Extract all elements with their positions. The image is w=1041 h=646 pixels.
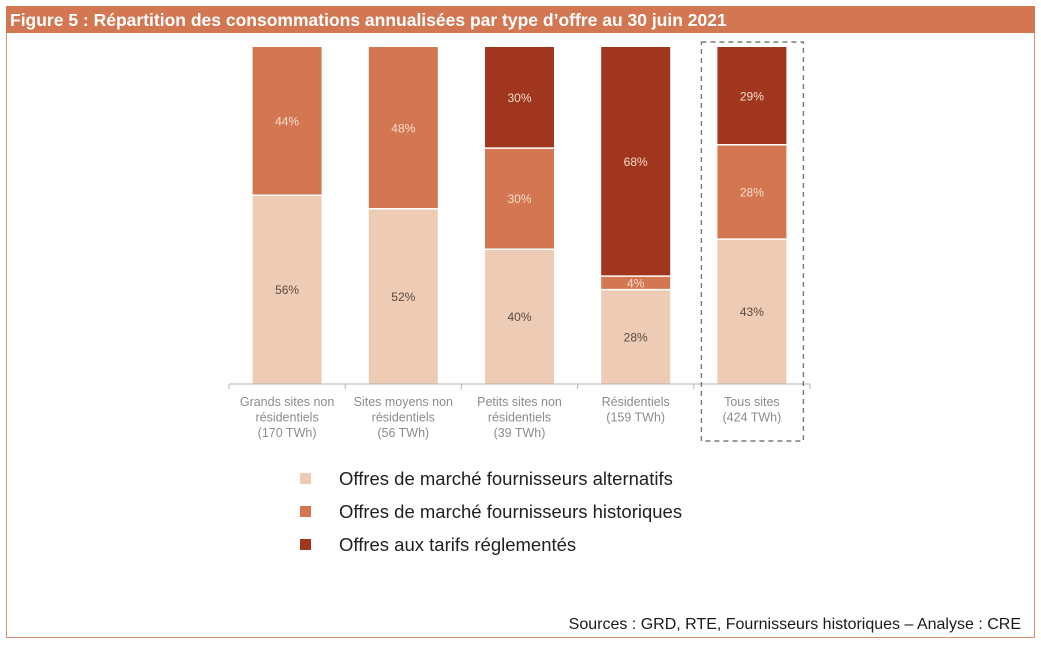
data-label: 30%: [507, 192, 531, 206]
source-note: Sources : GRD, RTE, Fournisseurs histori…: [568, 616, 1021, 633]
x-tick-label: résidentiels: [488, 411, 551, 425]
x-tick-label: Petits sites non: [477, 395, 562, 409]
bar-segment-reglementes: [717, 47, 787, 145]
bar-segment-historiques: [368, 47, 438, 209]
bar-segment-historiques: [601, 276, 671, 290]
bar-segment-reglementes: [485, 47, 554, 149]
legend-label: Offres de marché fournisseurs historique…: [339, 500, 683, 522]
figure-frame: [6, 6, 1035, 638]
data-label: 29%: [740, 89, 764, 103]
data-label: 43%: [740, 305, 764, 319]
x-tick-label: (170 TWh): [258, 426, 317, 440]
x-tick-label: (56 TWh): [377, 426, 429, 440]
data-label: 4%: [627, 276, 645, 290]
legend-swatch-reglementes: [300, 539, 311, 550]
x-tick-label: Grands sites non: [240, 395, 335, 409]
bar-segment-alternatifs: [717, 239, 787, 384]
data-label: 52%: [391, 290, 415, 304]
x-tick-label: (424 TWh): [722, 411, 781, 425]
bar-segment-alternatifs: [601, 289, 671, 384]
bar-segment-historiques: [717, 144, 787, 240]
highlight-dashed-box: [700, 41, 805, 442]
legend-swatch-historiques: [300, 506, 311, 517]
bar-segment-alternatifs: [252, 195, 322, 384]
bar-segment-alternatifs: [368, 208, 438, 384]
figure-title: Figure 5 : Répartition des consommations…: [6, 6, 1035, 33]
legend-swatch-alternatifs: [300, 473, 311, 484]
x-tick-label: résidentiels: [372, 411, 435, 425]
bar-segment-historiques: [252, 47, 322, 196]
data-label: 56%: [275, 283, 299, 297]
data-label: 40%: [507, 310, 531, 324]
bar-segment-historiques: [485, 148, 554, 250]
legend-label: Offres de marché fournisseurs alternatif…: [339, 467, 673, 489]
legend-item-historiques: Offres de marché fournisseurs historique…: [300, 495, 682, 528]
bar-segment-alternatifs: [485, 249, 554, 384]
x-tick-label: Tous sites: [724, 395, 780, 409]
x-tick-label: Sites moyens non: [354, 395, 453, 409]
x-tick-label: (159 TWh): [606, 411, 665, 425]
legend-item-alternatifs: Offres de marché fournisseurs alternatif…: [300, 462, 682, 495]
x-tick-label: Résidentiels: [602, 395, 670, 409]
legend: Offres de marché fournisseurs alternatif…: [300, 462, 682, 561]
bar-segment-reglementes: [601, 47, 671, 277]
data-label: 30%: [507, 91, 531, 105]
x-tick-label: (39 TWh): [494, 426, 546, 440]
data-label: 28%: [624, 330, 648, 344]
data-label: 28%: [740, 185, 764, 199]
legend-item-reglementes: Offres aux tarifs réglementés: [300, 528, 682, 561]
data-label: 48%: [391, 121, 415, 135]
data-label: 44%: [275, 115, 299, 129]
x-tick-label: résidentiels: [255, 411, 318, 425]
legend-label: Offres aux tarifs réglementés: [339, 533, 577, 555]
data-label: 68%: [624, 155, 648, 169]
